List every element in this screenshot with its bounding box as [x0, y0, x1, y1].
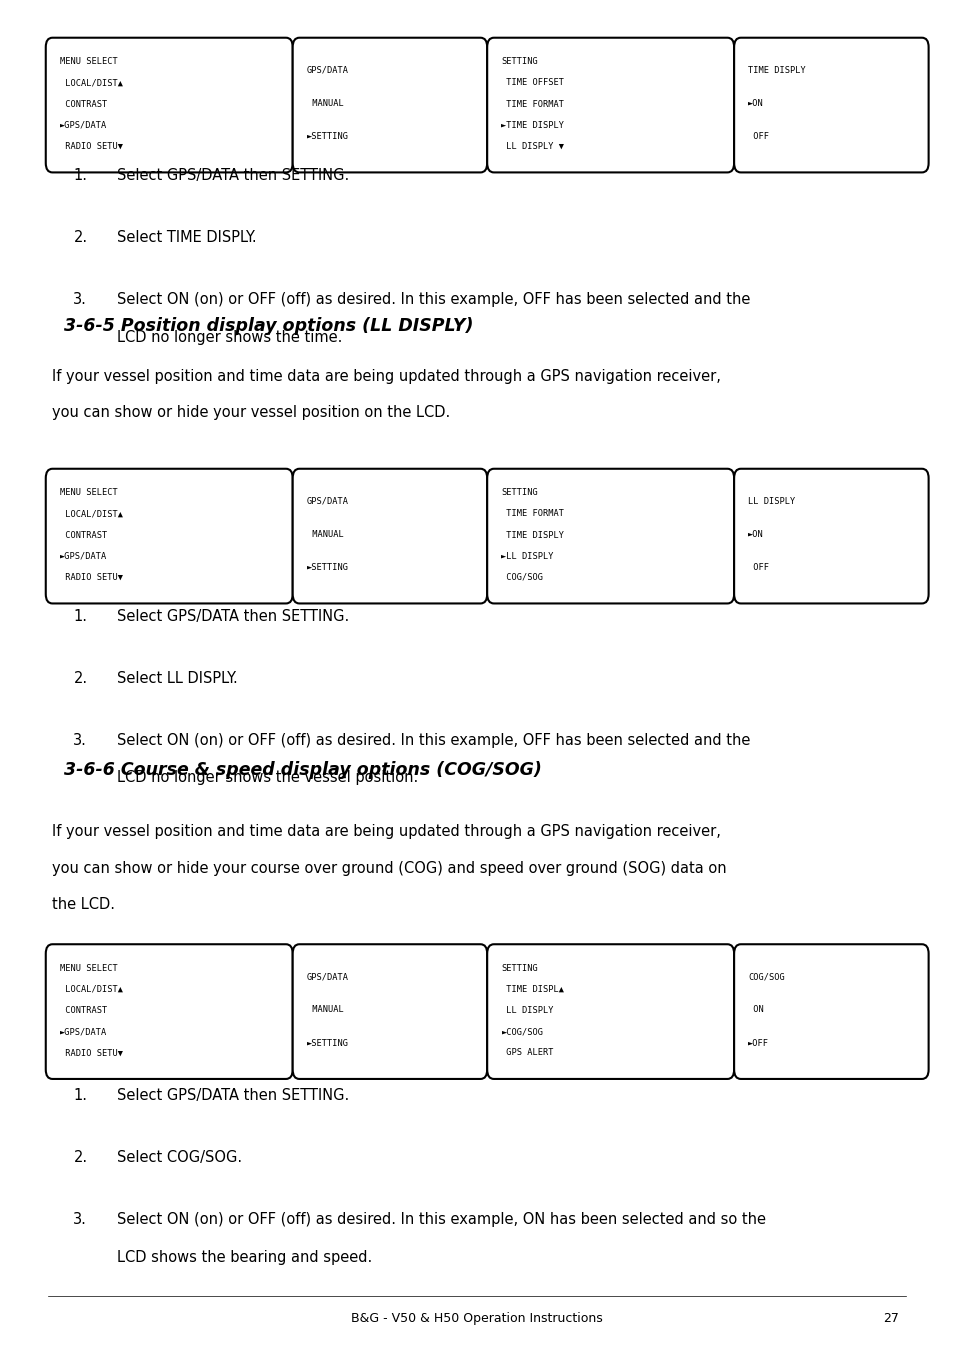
Text: 3.: 3. [73, 733, 87, 748]
Text: ON: ON [748, 1005, 763, 1014]
Text: ►COG/SOG: ►COG/SOG [501, 1028, 543, 1036]
Text: 2.: 2. [73, 1150, 88, 1165]
FancyBboxPatch shape [487, 469, 734, 603]
Text: 3.: 3. [73, 1212, 87, 1227]
Text: Select GPS/DATA then SETTING.: Select GPS/DATA then SETTING. [117, 1088, 349, 1103]
Text: MANUAL: MANUAL [307, 1005, 343, 1014]
Text: Select COG/SOG.: Select COG/SOG. [117, 1150, 242, 1165]
Text: ►SETTING: ►SETTING [307, 563, 349, 572]
Text: COG/SOG: COG/SOG [748, 973, 784, 982]
Text: 3.: 3. [73, 292, 87, 307]
Text: COG/SOG: COG/SOG [501, 572, 543, 582]
FancyBboxPatch shape [734, 38, 927, 172]
Text: you can show or hide your vessel position on the LCD.: you can show or hide your vessel positio… [52, 405, 450, 420]
Text: LOCAL/DIST▲: LOCAL/DIST▲ [60, 985, 123, 994]
Text: Select ON (on) or OFF (off) as desired. In this example, OFF has been selected a: Select ON (on) or OFF (off) as desired. … [117, 733, 750, 748]
Text: SETTING: SETTING [501, 964, 537, 973]
FancyBboxPatch shape [487, 38, 734, 172]
Text: SETTING: SETTING [501, 58, 537, 66]
Text: If your vessel position and time data are being updated through a GPS navigation: If your vessel position and time data ar… [52, 369, 720, 384]
Text: ►OFF: ►OFF [748, 1039, 769, 1048]
Text: OFF: OFF [748, 132, 769, 141]
FancyBboxPatch shape [293, 38, 487, 172]
Text: 1.: 1. [73, 609, 88, 624]
FancyBboxPatch shape [734, 469, 927, 603]
Text: ►GPS/DATA: ►GPS/DATA [60, 1028, 107, 1036]
Text: LCD shows the bearing and speed.: LCD shows the bearing and speed. [117, 1250, 372, 1265]
Text: 3-6-5 Position display options (LL DISPLY): 3-6-5 Position display options (LL DISPL… [64, 317, 473, 334]
Text: TIME DISPLY: TIME DISPLY [748, 66, 805, 75]
Text: TIME DISPLY: TIME DISPLY [501, 531, 564, 540]
Text: GPS ALERT: GPS ALERT [501, 1048, 554, 1057]
Text: ►TIME DISPLY: ►TIME DISPLY [501, 121, 564, 129]
Text: ►LL DISPLY: ►LL DISPLY [501, 552, 554, 560]
Text: GPS/DATA: GPS/DATA [307, 973, 349, 982]
Text: OFF: OFF [748, 563, 769, 572]
Text: 1.: 1. [73, 1088, 88, 1103]
Text: TIME FORMAT: TIME FORMAT [501, 509, 564, 519]
Text: If your vessel position and time data are being updated through a GPS navigation: If your vessel position and time data ar… [52, 824, 720, 839]
Text: MANUAL: MANUAL [307, 529, 343, 539]
Text: RADIO SETU▼: RADIO SETU▼ [60, 141, 123, 151]
FancyBboxPatch shape [293, 944, 487, 1079]
Text: LL DISPLY: LL DISPLY [501, 1006, 554, 1016]
Text: ►GPS/DATA: ►GPS/DATA [60, 552, 107, 560]
FancyBboxPatch shape [734, 944, 927, 1079]
Text: MENU SELECT: MENU SELECT [60, 964, 117, 973]
Text: Select GPS/DATA then SETTING.: Select GPS/DATA then SETTING. [117, 168, 349, 183]
FancyBboxPatch shape [293, 469, 487, 603]
Text: MANUAL: MANUAL [307, 98, 343, 108]
FancyBboxPatch shape [46, 944, 293, 1079]
Text: B&G - V50 & H50 Operation Instructions: B&G - V50 & H50 Operation Instructions [351, 1312, 602, 1325]
Text: RADIO SETU▼: RADIO SETU▼ [60, 1048, 123, 1057]
Text: TIME FORMAT: TIME FORMAT [501, 100, 564, 109]
Text: you can show or hide your course over ground (COG) and speed over ground (SOG) d: you can show or hide your course over gr… [52, 861, 726, 876]
Text: LL DISPLY: LL DISPLY [748, 497, 795, 506]
Text: SETTING: SETTING [501, 489, 537, 497]
Text: GPS/DATA: GPS/DATA [307, 497, 349, 506]
Text: LCD no longer shows the vessel position.: LCD no longer shows the vessel position. [117, 770, 418, 785]
Text: 2.: 2. [73, 230, 88, 245]
Text: 2.: 2. [73, 671, 88, 686]
Text: Select LL DISPLY.: Select LL DISPLY. [117, 671, 237, 686]
Text: Select TIME DISPLY.: Select TIME DISPLY. [117, 230, 256, 245]
Text: Select ON (on) or OFF (off) as desired. In this example, OFF has been selected a: Select ON (on) or OFF (off) as desired. … [117, 292, 750, 307]
FancyBboxPatch shape [487, 944, 734, 1079]
Text: CONTRAST: CONTRAST [60, 100, 107, 109]
Text: ►ON: ►ON [748, 98, 763, 108]
Text: MENU SELECT: MENU SELECT [60, 489, 117, 497]
Text: 27: 27 [882, 1312, 899, 1325]
Text: CONTRAST: CONTRAST [60, 531, 107, 540]
Text: Select ON (on) or OFF (off) as desired. In this example, ON has been selected an: Select ON (on) or OFF (off) as desired. … [117, 1212, 765, 1227]
Text: LOCAL/DIST▲: LOCAL/DIST▲ [60, 78, 123, 88]
FancyBboxPatch shape [46, 38, 293, 172]
Text: 1.: 1. [73, 168, 88, 183]
Text: LCD no longer shows the time.: LCD no longer shows the time. [117, 330, 342, 345]
Text: the LCD.: the LCD. [52, 897, 115, 912]
Text: LL DISPLY ▼: LL DISPLY ▼ [501, 141, 564, 151]
Text: ►SETTING: ►SETTING [307, 1039, 349, 1048]
FancyBboxPatch shape [46, 469, 293, 603]
Text: ►ON: ►ON [748, 529, 763, 539]
Text: MENU SELECT: MENU SELECT [60, 58, 117, 66]
Text: LOCAL/DIST▲: LOCAL/DIST▲ [60, 509, 123, 519]
Text: TIME DISPL▲: TIME DISPL▲ [501, 985, 564, 994]
Text: ►GPS/DATA: ►GPS/DATA [60, 121, 107, 129]
Text: CONTRAST: CONTRAST [60, 1006, 107, 1016]
Text: ►SETTING: ►SETTING [307, 132, 349, 141]
Text: TIME OFFSET: TIME OFFSET [501, 78, 564, 88]
Text: GPS/DATA: GPS/DATA [307, 66, 349, 75]
Text: Select GPS/DATA then SETTING.: Select GPS/DATA then SETTING. [117, 609, 349, 624]
Text: 3-6-6 Course & speed display options (COG/SOG): 3-6-6 Course & speed display options (CO… [64, 761, 541, 779]
Text: RADIO SETU▼: RADIO SETU▼ [60, 572, 123, 582]
